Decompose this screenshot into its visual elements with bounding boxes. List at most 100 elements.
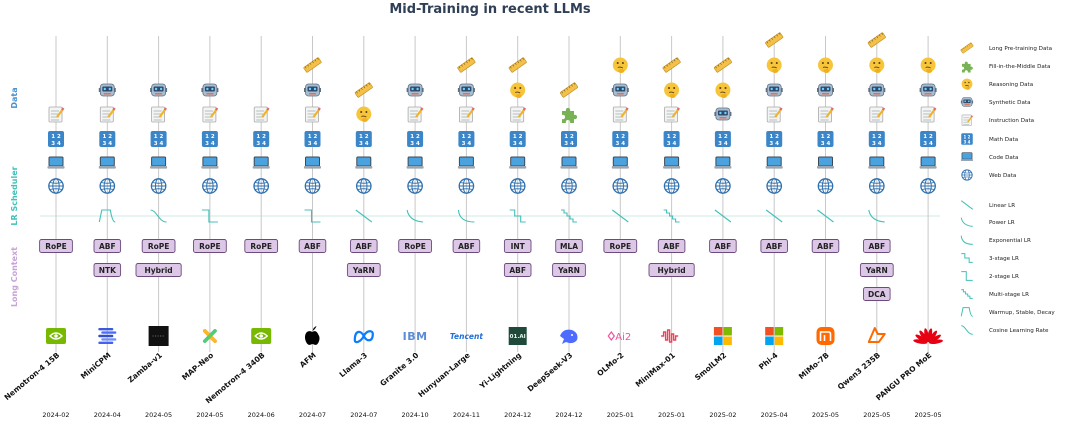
math-glyph-bottom: 3 4: [462, 141, 472, 147]
model-name: SmolLM2: [693, 351, 728, 383]
robot-icon: [98, 83, 116, 97]
memo-icon: [151, 106, 167, 123]
laptop-icon: [355, 156, 373, 169]
thinking-face-icon: [715, 82, 731, 98]
model-column: 1 23 4 INT ABF 01.AI Yi-Lightning 2024-12: [477, 36, 532, 419]
model-name: OLMo-2: [595, 351, 625, 379]
math-glyph-top: 1 2: [51, 134, 61, 140]
thinking-face-icon: [920, 57, 936, 73]
model-name: MiniMax-01: [634, 351, 677, 389]
lr-curve-power: [868, 209, 885, 223]
model-date: 2024-12: [504, 411, 531, 419]
math-glyph-bottom: 3 4: [964, 139, 971, 144]
laptop-icon: [509, 156, 527, 169]
ruler-icon: [662, 57, 681, 73]
numbers-icon: 1 23 4: [48, 131, 64, 147]
globe-icon: [304, 178, 321, 194]
legend-lr-linear: [960, 200, 974, 210]
model-name: MAP-Neo: [180, 351, 215, 382]
long-context-badge: [648, 263, 695, 277]
model-name: Llama-3: [338, 351, 370, 380]
apple-logo: [305, 326, 320, 345]
laptop-icon: [817, 156, 834, 169]
legend-label: Web Data: [989, 173, 1016, 179]
model-name: Phi-4: [757, 351, 779, 372]
long-context-badge-label: RoPE: [404, 242, 426, 251]
numbers-icon: 1 23 4: [304, 131, 321, 147]
globe-icon: [766, 178, 783, 194]
legend-lr-curve: [960, 217, 973, 227]
robot-icon: [611, 83, 629, 97]
math-glyph-top: 1 2: [769, 134, 779, 140]
math-glyph-bottom: 3 4: [718, 141, 728, 147]
legend-lr-curve: [960, 235, 973, 245]
math-glyph-bottom: 3 4: [667, 141, 677, 147]
long-context-badge: [452, 239, 481, 253]
numbers-icon: 1 23 4: [920, 131, 937, 147]
laptop-icon: [304, 156, 321, 169]
legend-lr-curve: [961, 271, 973, 281]
legend-lr-cosine: [961, 325, 973, 335]
nvidia-logo: [46, 328, 66, 344]
legend-label: 2-stage LR: [989, 274, 1019, 280]
model-column: 1 23 4 MLA YaRN DeepSeek-V3 2024-12: [526, 36, 586, 419]
legend-memo-icon: [961, 114, 974, 127]
tencent-logo-text: Tencent: [450, 332, 483, 341]
zamba-logo: [148, 326, 169, 346]
legend-label: Code Data: [989, 155, 1018, 161]
math-glyph-top: 1 2: [718, 134, 728, 140]
long-context-badge-label: YaRN: [352, 266, 375, 275]
ibm-logo-text: IBM: [403, 330, 428, 343]
long-context-badge: [863, 287, 891, 301]
model-date: 2025-02: [709, 411, 736, 419]
nvidia-logo: [251, 328, 272, 344]
numbers-icon: 1 23 4: [766, 131, 783, 147]
long-context-badge-label: Hybrid: [145, 266, 173, 275]
long-context-badge: [93, 239, 122, 253]
math-glyph-bottom: 3 4: [821, 141, 831, 147]
memo-icon: [458, 106, 475, 123]
model-date: 2024-05: [145, 411, 172, 419]
legend-label: Fill-in-the-Middle Data: [989, 64, 1050, 70]
minicpm-logo: [98, 328, 117, 344]
legend-robot-icon: [960, 97, 974, 107]
long-context-badge-label: ABF: [355, 242, 372, 251]
robot-icon: [457, 83, 475, 97]
long-context-badge-label: ABF: [458, 242, 475, 251]
legend-ruler-icon: [960, 42, 974, 54]
numbers-icon: 1 23 4: [817, 131, 834, 147]
long-context-badge-label: RoPE: [199, 242, 221, 251]
numbers-icon: 1 23 4: [612, 131, 629, 147]
math-glyph-top: 1 2: [667, 134, 677, 140]
robot-icon: [406, 83, 424, 97]
math-glyph-bottom: 3 4: [513, 141, 523, 147]
globe-icon: [48, 178, 64, 194]
math-glyph-top: 1 2: [308, 134, 318, 140]
legend-lr-three: [961, 253, 973, 263]
long-context-badge: [555, 239, 583, 253]
model-date: 2024-07: [350, 411, 377, 419]
model-column: 1 23 4 ABF SmolLM2 2025-02: [693, 36, 737, 419]
model-date: 2025-04: [761, 411, 788, 419]
model-date: 2025-05: [812, 411, 839, 419]
lr-curve-linear: [355, 209, 373, 223]
ruler-icon: [457, 57, 476, 73]
long-context-badge: [709, 239, 737, 253]
ruler-icon: [867, 32, 886, 48]
model-column: 1 23 4 ABF Phi-4 2025-04: [757, 32, 788, 419]
row-label-long-context: Long Context: [10, 247, 19, 307]
long-context-badge: [503, 239, 532, 253]
legend-lr-curve: [960, 200, 974, 210]
model-date: 2024-11: [453, 411, 480, 419]
model-date: 2024-04: [94, 411, 121, 419]
model-column: 1 23 4 RoPE Hybrid Zamba-v1 2024-05: [126, 36, 182, 419]
long-context-badge: [141, 239, 176, 253]
laptop-icon: [765, 156, 783, 169]
legend-label: Multi-stage LR: [989, 292, 1029, 298]
model-name: Granite 3.0: [378, 351, 420, 388]
memo-icon: [920, 106, 937, 123]
legend-label: Math Data: [989, 137, 1018, 143]
memo-icon: [766, 106, 783, 123]
globe-icon: [817, 178, 834, 194]
lr-curve-three: [509, 209, 526, 223]
